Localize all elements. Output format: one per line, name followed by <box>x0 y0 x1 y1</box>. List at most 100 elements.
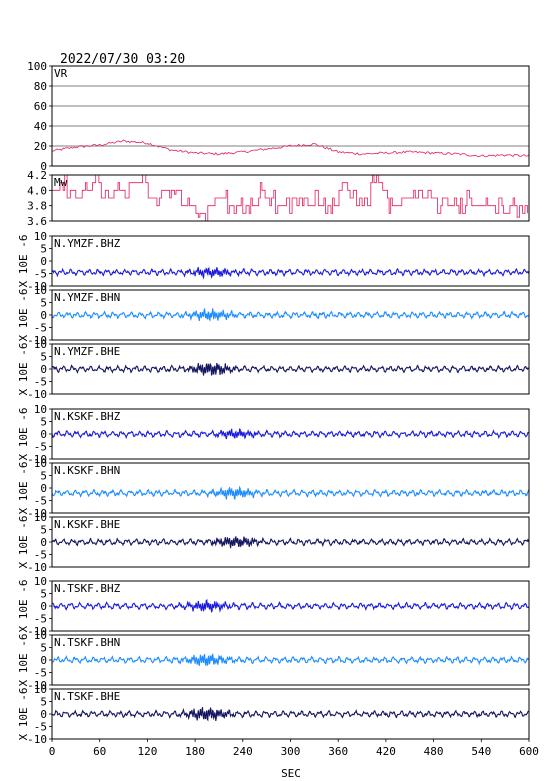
panel-title: N.YMZF.BHE <box>54 345 120 358</box>
y-tick-label: 0 <box>40 600 47 613</box>
x-tick-label: 0 <box>49 745 56 758</box>
y-tick-label: -10 <box>27 507 47 520</box>
x-tick-label: 600 <box>519 745 539 758</box>
y-axis-label: X 10E -6 <box>17 688 30 741</box>
panel-frame <box>51 634 530 686</box>
y-tick-label: 5 <box>40 243 47 256</box>
series-line-ymzf_bhn <box>52 308 529 322</box>
y-tick-label: 10 <box>34 629 47 642</box>
panel-title: N.KSKF.BHZ <box>54 410 121 423</box>
x-tick-label: 60 <box>93 745 106 758</box>
series-line-tskf_bhz <box>52 599 529 613</box>
panel-title: Mw <box>54 176 68 189</box>
y-tick-label: -10 <box>27 453 47 466</box>
y-tick-label: 0 <box>40 160 47 173</box>
x-axis: 0 60 120 180 240 300 360 420 480 540 600 <box>49 739 539 758</box>
y-tick-label: -5 <box>34 268 47 281</box>
y-tick-label: 4.0 <box>27 184 47 197</box>
y-tick-label: 5 <box>40 642 47 655</box>
x-tick-label: 240 <box>233 745 253 758</box>
y-tick-label: 10 <box>34 683 47 696</box>
panel-frame <box>51 462 530 514</box>
y-tick-label: -5 <box>34 613 47 626</box>
y-tick-label: 0 <box>40 482 47 495</box>
y-tick-label: 10 <box>34 403 47 416</box>
y-axis-label: X 10E -6 <box>17 462 30 515</box>
y-tick-label: 100 <box>27 60 47 73</box>
x-tick-label: 540 <box>471 745 491 758</box>
y-tick-label: 10 <box>34 457 47 470</box>
y-tick-label: 0 <box>40 309 47 322</box>
y-tick-label: -10 <box>27 388 47 401</box>
panel-title: N.TSKF.BHE <box>54 690 120 703</box>
y-tick-label: 10 <box>34 230 47 243</box>
y-tick-label: 5 <box>40 696 47 709</box>
panel-frame <box>51 516 530 568</box>
panel-title: N.YMZF.BHN <box>54 291 120 304</box>
y-axis-label: X 10E -6 <box>17 343 30 396</box>
x-tick-label: 300 <box>281 745 301 758</box>
y-axis-label: X 10E -6 <box>17 235 30 288</box>
y-tick-label: 3.8 <box>27 200 47 213</box>
series-line-tskf_bhe <box>52 706 529 722</box>
series-line-kskf_bhe <box>52 536 529 549</box>
datetime-header: 2022/07/30 03:20 <box>60 52 185 67</box>
y-axis-label: X 10E -6 <box>17 634 30 687</box>
x-tick-label: 480 <box>424 745 444 758</box>
y-tick-label: 40 <box>34 120 47 133</box>
y-tick-label: 60 <box>34 100 47 113</box>
y-tick-label: -5 <box>34 441 47 454</box>
y-axis-label: X 10E -6 <box>17 580 30 633</box>
series-line-vr <box>52 139 529 158</box>
y-tick-label: -5 <box>34 376 47 389</box>
panel-title: VR <box>54 67 68 80</box>
y-tick-label: 5 <box>40 351 47 364</box>
panel-title: N.YMZF.BHZ <box>54 237 121 250</box>
panels-group: 020406080100VR3.63.84.04.2Mw-10-50510N.Y… <box>17 60 530 746</box>
y-tick-label: 10 <box>34 511 47 524</box>
y-tick-label: 10 <box>34 338 47 351</box>
y-tick-label: 0 <box>40 363 47 376</box>
panel-title: N.KSKF.BHE <box>54 518 120 531</box>
x-tick-label: 420 <box>376 745 396 758</box>
y-tick-label: 4.2 <box>27 169 47 182</box>
y-tick-label: 20 <box>34 140 47 153</box>
y-tick-label: -10 <box>27 334 47 347</box>
panel-mw: 3.6 3.8 4.0 4.2 Mw <box>27 169 530 228</box>
y-tick-label: -5 <box>34 495 47 508</box>
panel-frame <box>51 343 530 395</box>
panel-title: N.TSKF.BHZ <box>54 582 121 595</box>
y-tick-label: 0 <box>40 708 47 721</box>
y-tick-label: -5 <box>34 549 47 562</box>
panel-title: N.KSKF.BHN <box>54 464 120 477</box>
series-line-kskf_bhn <box>52 485 529 500</box>
x-axis-label: SEC <box>281 767 301 780</box>
y-tick-label: 10 <box>34 284 47 297</box>
y-tick-label: -10 <box>27 280 47 293</box>
y-axis-label: X 10E -6 <box>17 289 30 342</box>
y-tick-label: 5 <box>40 524 47 537</box>
panel-frame <box>51 174 530 222</box>
y-tick-label: -10 <box>27 733 47 746</box>
y-tick-label: -5 <box>34 721 47 734</box>
series-line-ymzf_bhe <box>52 362 529 376</box>
series-line-ymzf_bhz <box>52 266 529 280</box>
y-tick-label: 5 <box>40 297 47 310</box>
panel-frame <box>51 289 530 341</box>
panel-frame <box>51 65 530 167</box>
y-tick-label: -5 <box>34 667 47 680</box>
y-tick-label: 5 <box>40 588 47 601</box>
y-tick-label: -5 <box>34 322 47 335</box>
panel-vr: 0 20 40 60 80 100 VR <box>27 60 530 173</box>
y-tick-label: -10 <box>27 679 47 692</box>
x-tick-label: 360 <box>328 745 348 758</box>
